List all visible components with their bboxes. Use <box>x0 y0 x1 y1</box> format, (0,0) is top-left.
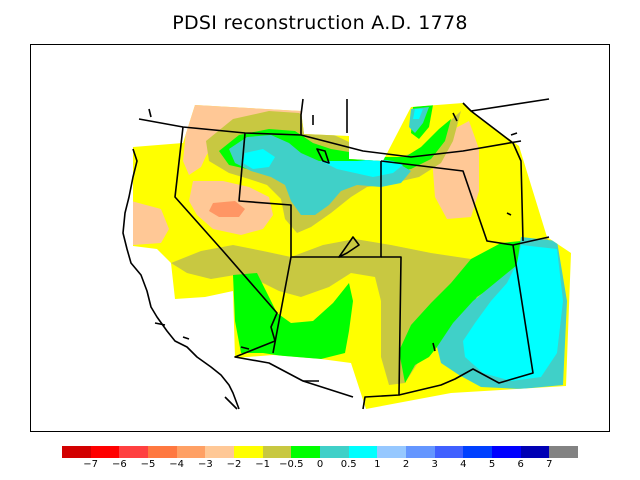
region-salmon <box>209 201 245 217</box>
border-mex <box>224 380 319 410</box>
colorbar-label: 0.5 <box>340 459 357 470</box>
border-ne <box>462 102 524 242</box>
pdsi-map <box>122 98 571 410</box>
region-cyan-north <box>243 149 275 169</box>
colorbar-swatch <box>434 446 464 458</box>
lake-6 <box>510 132 518 136</box>
region-cyan-ne <box>413 109 423 119</box>
colorbar-label: 0 <box>316 459 324 470</box>
island-1 <box>154 322 166 326</box>
region-teal-ne <box>409 107 429 133</box>
region-green-sw <box>233 273 353 359</box>
colorbar-swatch <box>348 446 378 458</box>
colorbar-label: −4 <box>169 459 185 470</box>
region-cyan-east <box>463 245 563 381</box>
colorbar-swatch <box>262 446 292 458</box>
colorbar-swatch <box>148 446 177 458</box>
colorbar-label: −6 <box>111 459 127 470</box>
lake-5 <box>452 112 458 122</box>
map-boundaries <box>122 98 550 410</box>
colorbar-label: 6 <box>517 459 524 470</box>
colorbar-label: 3 <box>431 459 438 470</box>
region-teal-north <box>229 135 411 215</box>
border-ne-top <box>470 98 550 112</box>
colorbar-label: −7 <box>83 459 99 470</box>
colorbar-label: 2 <box>402 459 410 470</box>
island-2 <box>182 336 190 340</box>
colorbar-label: −2 <box>226 459 242 470</box>
region-cyan-mid <box>321 159 403 177</box>
colorbar-swatch <box>176 446 206 458</box>
border-southeast <box>398 244 534 396</box>
colorbar-swatch <box>205 446 235 458</box>
colorbar-label: 7 <box>546 459 553 470</box>
region-green-east <box>399 241 521 383</box>
colorbar-label: 5 <box>488 459 496 470</box>
colorbar-swatch <box>549 446 579 458</box>
colorbar-label: 4 <box>460 459 467 470</box>
lake-2 <box>338 236 360 258</box>
colorbar-label: −1 <box>255 459 271 470</box>
colorbar-swatch <box>62 446 91 458</box>
colorbar-swatch <box>90 446 120 458</box>
border-west <box>174 126 354 398</box>
border-east <box>380 160 550 246</box>
colorbar-label: 1 <box>374 459 381 470</box>
colorbar-swatch <box>492 446 521 458</box>
lake-3 <box>148 108 152 118</box>
colorbar-swatch <box>320 446 349 458</box>
lake-1 <box>316 148 330 164</box>
border-mountain <box>238 132 382 258</box>
colorbar-swatch <box>520 446 550 458</box>
colorbar-swatch <box>406 446 435 458</box>
lake-7 <box>506 212 512 216</box>
border-canada-west <box>300 98 304 135</box>
colorbar-swatch <box>291 446 321 458</box>
map-frame <box>30 44 610 432</box>
colorbar-labels: −7 −6 −5 −4 −3 −2 −1 −0.5 0 0.5 1 2 3 4 5 6 7 <box>0 459 640 473</box>
colorbar-swatch <box>119 446 149 458</box>
us-canada-border <box>138 118 522 158</box>
colorbar <box>62 446 579 458</box>
island-4 <box>432 342 436 352</box>
island-3 <box>240 346 250 350</box>
region-peach-west <box>133 201 169 245</box>
map-title: PDSI reconstruction A.D. 1778 <box>172 12 468 34</box>
border-south-mid <box>272 256 292 354</box>
colorbar-swatch <box>463 446 493 458</box>
colorbar-label: −0.5 <box>279 459 304 470</box>
colorbar-label: −5 <box>140 459 156 470</box>
coastline <box>122 148 240 410</box>
colorbar-swatch <box>377 446 407 458</box>
colorbar-label: −3 <box>197 459 213 470</box>
colorbar-swatch <box>234 446 263 458</box>
